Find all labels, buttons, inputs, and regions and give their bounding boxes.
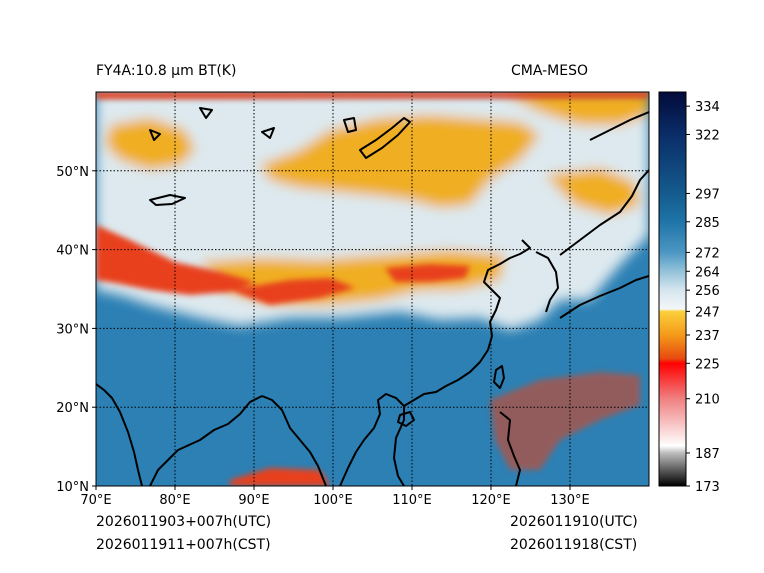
lat-tick-label: 20°N bbox=[56, 401, 89, 416]
coastlines bbox=[96, 107, 649, 486]
lon-tick-label: 100°E bbox=[313, 493, 353, 508]
lat-tick-label: 10°N bbox=[56, 480, 89, 495]
coastline-southeast-asia bbox=[261, 395, 327, 486]
coastline-indochina bbox=[339, 393, 405, 486]
colorbar-tick-label: 322 bbox=[695, 128, 720, 143]
cold-cloud-northeast bbox=[500, 92, 649, 125]
cold-cloud-northwest bbox=[105, 118, 195, 170]
coastline-philippines bbox=[499, 411, 521, 486]
very-cold-cloud-streak-1 bbox=[230, 278, 355, 305]
lon-tick-label: 110°E bbox=[392, 493, 432, 508]
colorbar-tick-label: 247 bbox=[695, 305, 720, 320]
lon-tick-label: 120°E bbox=[471, 493, 511, 508]
lon-tick-label: 90°E bbox=[238, 493, 269, 508]
coastline-far-east bbox=[559, 169, 649, 256]
coastline-india bbox=[96, 383, 143, 486]
colorbar-ticks: 173 187 210 225 237 247 256 264 272 285 297 322 334 bbox=[686, 100, 720, 495]
map-frame bbox=[95, 91, 650, 487]
colorbar-tick-label: 297 bbox=[695, 187, 720, 202]
init-time-utc: 2026011903+007h(UTC) bbox=[96, 514, 272, 530]
coastline-korea bbox=[535, 251, 559, 313]
colorbar-tick-label: 264 bbox=[695, 265, 720, 280]
longitude-ticks: 70°E 80°E 90°E 100°E 110°E 120°E 130°E bbox=[80, 486, 590, 508]
very-cold-cloud-top-edge bbox=[96, 92, 649, 99]
coastline-china bbox=[403, 239, 531, 407]
coastline-india-east bbox=[149, 395, 263, 486]
colorbar-tick-label: 237 bbox=[695, 329, 720, 344]
product-title: FY4A:10.8 μm BT(K) bbox=[96, 63, 237, 79]
colorbar-scale bbox=[659, 92, 686, 486]
colorbar-tick-label: 173 bbox=[695, 480, 720, 495]
coastline-japan bbox=[559, 275, 649, 319]
coastline-hainan bbox=[397, 411, 415, 427]
lake-balkhash bbox=[149, 194, 186, 206]
very-cold-cloud-south bbox=[230, 468, 330, 486]
colorbar-tick-label: 272 bbox=[695, 246, 720, 261]
convective-cells-south bbox=[490, 372, 640, 470]
lon-tick-label: 80°E bbox=[159, 493, 190, 508]
colorbar-tick-label: 334 bbox=[695, 100, 720, 115]
cold-cloud-band-north bbox=[260, 115, 540, 208]
lake-baikal bbox=[359, 117, 411, 159]
latitude-ticks: 10°N 20°N 30°N 40°N 50°N bbox=[56, 165, 96, 495]
lon-tick-label: 70°E bbox=[80, 493, 111, 508]
lat-tick-label: 30°N bbox=[56, 322, 89, 337]
satellite-imagery bbox=[96, 92, 649, 486]
colorbar-tick-label: 225 bbox=[695, 357, 720, 372]
very-cold-cloud-streak-2 bbox=[385, 264, 470, 282]
colorbar-tick-label: 210 bbox=[695, 393, 720, 408]
colorbar: 173 187 210 225 237 247 256 264 272 285 297 322 334 bbox=[658, 91, 720, 495]
colorbar-frame bbox=[658, 91, 687, 487]
coastline-taiwan bbox=[493, 365, 505, 389]
valid-time-utc: 2026011910(UTC) bbox=[510, 514, 638, 530]
lon-tick-label: 130°E bbox=[550, 493, 590, 508]
lat-tick-label: 50°N bbox=[56, 165, 89, 180]
very-cold-cloud-west bbox=[96, 225, 255, 295]
valid-time-cst: 2026011918(CST) bbox=[510, 537, 638, 553]
cold-cloud-east bbox=[545, 168, 640, 215]
init-time-cst: 2026011911+007h(CST) bbox=[96, 537, 271, 553]
gridlines bbox=[96, 92, 649, 486]
model-name: CMA-MESO bbox=[511, 63, 589, 79]
colorbar-tick-label: 256 bbox=[695, 284, 720, 299]
colorbar-tick-label: 187 bbox=[695, 447, 720, 462]
coastline-okhotsk bbox=[589, 111, 649, 141]
colorbar-tick-label: 285 bbox=[695, 216, 720, 231]
lat-tick-label: 40°N bbox=[56, 244, 89, 259]
inland-lakes-north bbox=[149, 107, 357, 141]
